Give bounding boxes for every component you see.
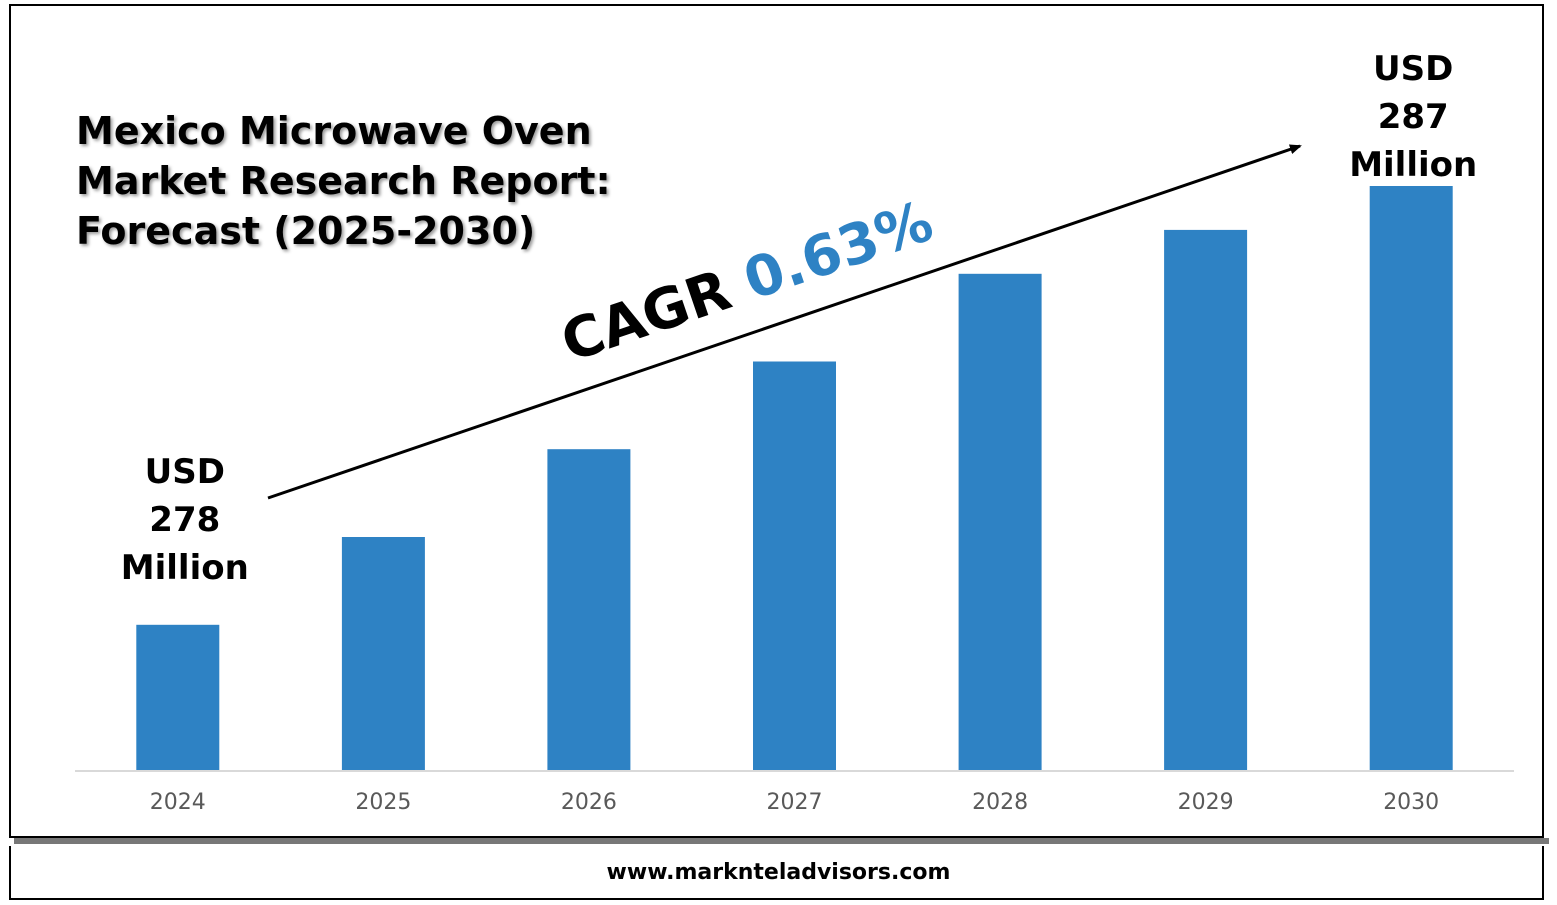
bar-2030 <box>1369 186 1453 771</box>
cagr-label: CAGR <box>554 258 739 375</box>
value-label-line: Million <box>1349 145 1477 185</box>
x-tick-label: 2029 <box>1178 790 1234 815</box>
chart-title: Mexico Microwave Oven Market Research Re… <box>76 109 611 253</box>
footer-box <box>9 846 1544 900</box>
bar-2029 <box>1164 229 1248 771</box>
cagr-value: 0.63% <box>736 189 941 313</box>
value-label-line: 278 <box>149 500 220 540</box>
value-label-line: 287 <box>1378 97 1449 137</box>
x-tick-label: 2024 <box>150 790 206 815</box>
bar-2024 <box>136 624 220 772</box>
x-tick-label: 2027 <box>767 790 823 815</box>
bar-2026 <box>547 449 631 771</box>
frame-shadow <box>14 838 1549 844</box>
trend-arrow <box>267 144 1302 500</box>
x-tick-label: 2028 <box>972 790 1028 815</box>
bar-2027 <box>753 361 836 771</box>
bar-2025 <box>341 537 425 771</box>
cagr-annotation: CAGR 0.63% <box>554 189 941 375</box>
value-label-line: USD <box>1373 49 1453 89</box>
value-label-line: Million <box>121 548 249 588</box>
footer-url: www.marknteladvisors.com <box>606 860 951 885</box>
x-tick-label: 2025 <box>355 790 411 815</box>
x-tick-label: 2026 <box>561 790 617 815</box>
start-value-label: USD 278 Million <box>121 452 249 588</box>
end-value-label: USD 287 Million <box>1349 49 1477 185</box>
bar-2028 <box>958 273 1042 771</box>
value-label-line: USD <box>145 452 225 492</box>
x-tick-label: 2030 <box>1383 790 1439 815</box>
